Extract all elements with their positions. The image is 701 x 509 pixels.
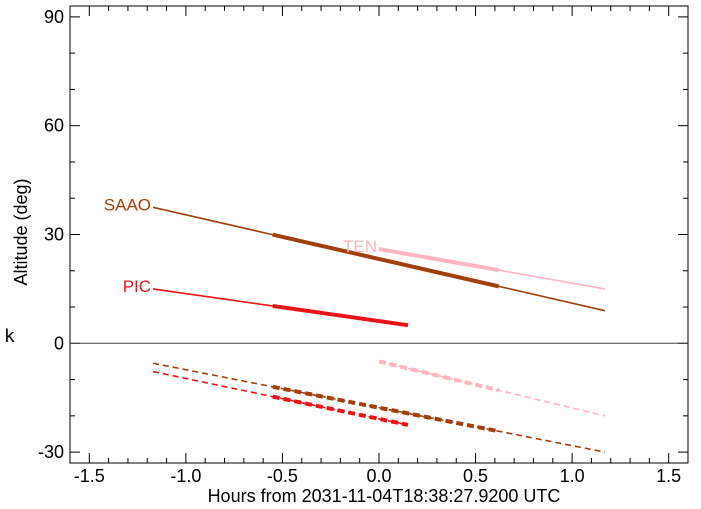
x-tick-label: -1.0 <box>170 466 201 486</box>
pic-dashed-line <box>152 370 409 426</box>
y-tick-label: 60 <box>44 116 64 136</box>
ten-dashed-thick-segment <box>378 359 500 393</box>
y-tick-label: 0 <box>54 333 64 353</box>
ten-dashed-line <box>378 360 606 417</box>
y-axis-label: Altitude (deg) <box>11 178 31 285</box>
pic-thick-segment <box>272 303 409 328</box>
ten-thick-segment <box>378 247 500 273</box>
saao-dashed-line <box>152 362 606 453</box>
x-tick-label: -1.5 <box>74 466 105 486</box>
saao-dashed-thick-segment <box>272 384 500 434</box>
pic-dashed-thick-segment <box>272 394 409 427</box>
x-tick-label: 0.5 <box>463 466 488 486</box>
x-tick-label: 0.0 <box>366 466 391 486</box>
labels-layer: -1.5 -1.0 -0.5 0.0 0.5 1.0 1.5 -30 0 30 60 90 SAAO TE… <box>38 7 681 486</box>
x-axis-label: Hours from 2031-11-04T18:38:27.9200 UTC <box>208 486 561 506</box>
x-tick-label: 1.5 <box>656 466 681 486</box>
pic-label: PIC <box>123 277 151 296</box>
ten-label: TEN <box>343 237 377 256</box>
x-tick-label: -0.5 <box>267 466 298 486</box>
side-label: k <box>4 326 15 347</box>
y-tick-label: 30 <box>44 225 64 245</box>
plot-frame <box>69 5 689 464</box>
saao-label: SAAO <box>104 195 151 214</box>
saao-thick-segment <box>272 232 500 289</box>
y-tick-label: 90 <box>44 7 64 27</box>
axes-layer <box>69 5 689 464</box>
x-tick-label: 1.0 <box>560 466 585 486</box>
y-tick-label: -30 <box>38 442 64 462</box>
series-layer <box>152 206 606 453</box>
